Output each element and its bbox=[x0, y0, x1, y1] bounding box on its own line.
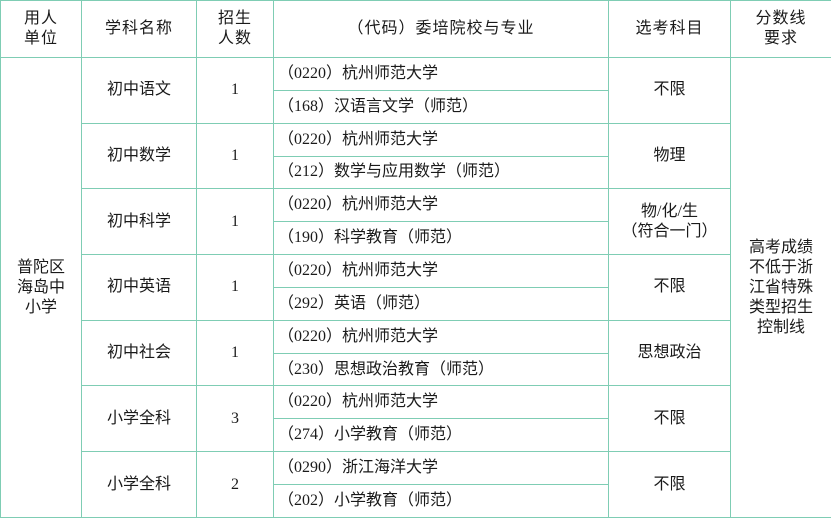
elective-subject-cell: 物/化/生 （符合一门） bbox=[608, 188, 731, 256]
recruit-count-cell: 1 bbox=[196, 188, 274, 256]
table-row: （202）小学教育（师范） bbox=[1, 483, 831, 518]
elective-line: 不限 bbox=[653, 409, 686, 427]
table-body: 普陀区 海岛中 小学 初中语文 1 （0220）杭州师范大学 不限 高考成绩 不… bbox=[0, 57, 831, 518]
elective-subject-cell: 不限 bbox=[608, 254, 731, 321]
table-row: （230）思想政治教育（师范） bbox=[1, 352, 831, 387]
table-row: （292）英语（师范） bbox=[1, 286, 831, 321]
school-cell: （0220）杭州师范大学 bbox=[273, 319, 609, 354]
table-row: 普陀区 海岛中 小学 初中语文 1 （0220）杭州师范大学 不限 高考成绩 不… bbox=[0, 57, 831, 518]
school-cell: （0220）杭州师范大学 bbox=[273, 122, 609, 157]
recruit-count-cell: 1 bbox=[196, 254, 274, 321]
score-line: 江省特殊 bbox=[748, 278, 813, 296]
elective-subject-cell: 不限 bbox=[608, 451, 731, 518]
score-line: 不低于浙 bbox=[748, 258, 813, 276]
recruit-count-cell: 2 bbox=[196, 451, 274, 518]
major-cell: （230）思想政治教育（师范） bbox=[273, 352, 609, 387]
table-row: 初中数学 1 （0220）杭州师范大学 物理 bbox=[1, 122, 831, 190]
school-cell: （0220）杭州师范大学 bbox=[273, 254, 609, 288]
subject-name-cell: 初中英语 bbox=[81, 254, 197, 321]
major-cell: （212）数学与应用数学（师范） bbox=[273, 155, 609, 190]
elective-subject-cell: 物理 bbox=[608, 122, 731, 190]
column-header-subject-name: 学科名称 bbox=[81, 0, 197, 58]
recruit-count-cell: 1 bbox=[196, 57, 274, 124]
major-cell: （292）英语（师范） bbox=[273, 286, 609, 321]
score-line: 高考成绩 bbox=[748, 238, 813, 256]
recruit-count-cell: 3 bbox=[196, 385, 274, 453]
subject-name-cell: 小学全科 bbox=[81, 385, 197, 453]
recruit-count-cell: 1 bbox=[196, 319, 274, 387]
table-row: （274）小学教育（师范） bbox=[1, 418, 831, 453]
major-cell: （202）小学教育（师范） bbox=[273, 483, 609, 518]
subject-name-cell: 小学全科 bbox=[81, 451, 197, 518]
elective-line: 不限 bbox=[653, 81, 686, 99]
header-line: 分数线 bbox=[755, 10, 807, 27]
recruit-count-cell: 1 bbox=[196, 122, 274, 190]
table-header: 用人 单位 学科名称 招生 人数 （代码）委培院校与专业 选考科目 分数线 bbox=[0, 0, 831, 58]
school-cell: （0220）杭州师范大学 bbox=[273, 385, 609, 420]
score-line: 控制线 bbox=[756, 318, 805, 336]
column-header-score-line: 分数线 要求 bbox=[730, 0, 831, 58]
header-line: 人数 bbox=[217, 30, 252, 47]
score-line: 类型招生 bbox=[748, 298, 813, 316]
column-header-employer-unit: 用人 单位 bbox=[0, 0, 82, 58]
table-row: 小学全科 3 （0220）杭州师范大学 不限 bbox=[1, 385, 831, 453]
major-cell: （274）小学教育（师范） bbox=[273, 418, 609, 453]
unit-line: 海岛中 bbox=[16, 278, 65, 296]
subject-name-cell: 初中社会 bbox=[81, 319, 197, 387]
table-row: 初中英语 1 （0220）杭州师范大学 不限 bbox=[1, 254, 831, 321]
elective-subject-cell: 不限 bbox=[608, 385, 731, 453]
subject-name-cell: 初中科学 bbox=[81, 188, 197, 256]
school-cell: （0220）杭州师范大学 bbox=[273, 57, 609, 91]
header-line: 用人 bbox=[23, 10, 58, 27]
elective-line: （符合一门） bbox=[621, 222, 718, 240]
major-cell: （168）汉语言文学（师范） bbox=[273, 89, 609, 124]
elective-line: 不限 bbox=[653, 475, 686, 493]
elective-subject-cell: 不限 bbox=[608, 57, 731, 124]
column-header-elective-subject: 选考科目 bbox=[608, 0, 731, 58]
table-row: 初中科学 1 （0220）杭州师范大学 物/化/生 （符合一门） bbox=[1, 188, 831, 256]
column-header-school-major: （代码）委培院校与专业 bbox=[273, 0, 609, 58]
elective-subject-cell: 思想政治 bbox=[608, 319, 731, 387]
header-line: 选考科目 bbox=[635, 20, 704, 37]
subject-name-cell: 初中数学 bbox=[81, 122, 197, 190]
header-line: 单位 bbox=[23, 30, 58, 47]
table-row: 小学全科 2 （0290）浙江海洋大学 不限 bbox=[1, 451, 831, 518]
header-line: 学科名称 bbox=[104, 20, 173, 37]
table-row: 初中社会 1 （0220）杭州师范大学 思想政治 bbox=[1, 319, 831, 387]
major-cell: （190）科学教育（师范） bbox=[273, 221, 609, 256]
header-line: 招生 bbox=[217, 10, 252, 27]
elective-line: 不限 bbox=[653, 278, 686, 296]
subject-name-cell: 初中语文 bbox=[81, 57, 197, 124]
unit-line: 普陀区 bbox=[16, 258, 65, 276]
school-cell: （0290）浙江海洋大学 bbox=[273, 451, 609, 485]
score-requirement-cell: 高考成绩 不低于浙 江省特殊 类型招生 控制线 bbox=[730, 57, 831, 518]
header-line: 要求 bbox=[763, 30, 798, 47]
elective-line: 物/化/生 bbox=[641, 202, 698, 220]
header-line: （代码）委培院校与专业 bbox=[347, 20, 535, 37]
table-row: （212）数学与应用数学（师范） bbox=[1, 155, 831, 190]
school-cell: （0220）杭州师范大学 bbox=[273, 188, 609, 223]
employer-unit-cell: 普陀区 海岛中 小学 bbox=[0, 57, 82, 518]
elective-line: 思想政治 bbox=[637, 344, 702, 362]
unit-line: 小学 bbox=[24, 298, 57, 316]
elective-line: 物理 bbox=[653, 147, 686, 165]
column-header-recruit-count: 招生 人数 bbox=[196, 0, 274, 58]
table-header-row: 用人 单位 学科名称 招生 人数 （代码）委培院校与专业 选考科目 分数线 bbox=[0, 0, 831, 58]
table-row: （168）汉语言文学（师范） bbox=[1, 89, 831, 124]
